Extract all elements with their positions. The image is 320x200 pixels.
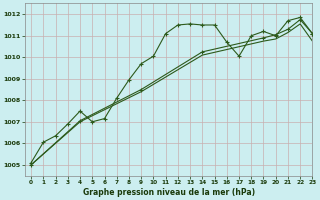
X-axis label: Graphe pression niveau de la mer (hPa): Graphe pression niveau de la mer (hPa) <box>83 188 255 197</box>
